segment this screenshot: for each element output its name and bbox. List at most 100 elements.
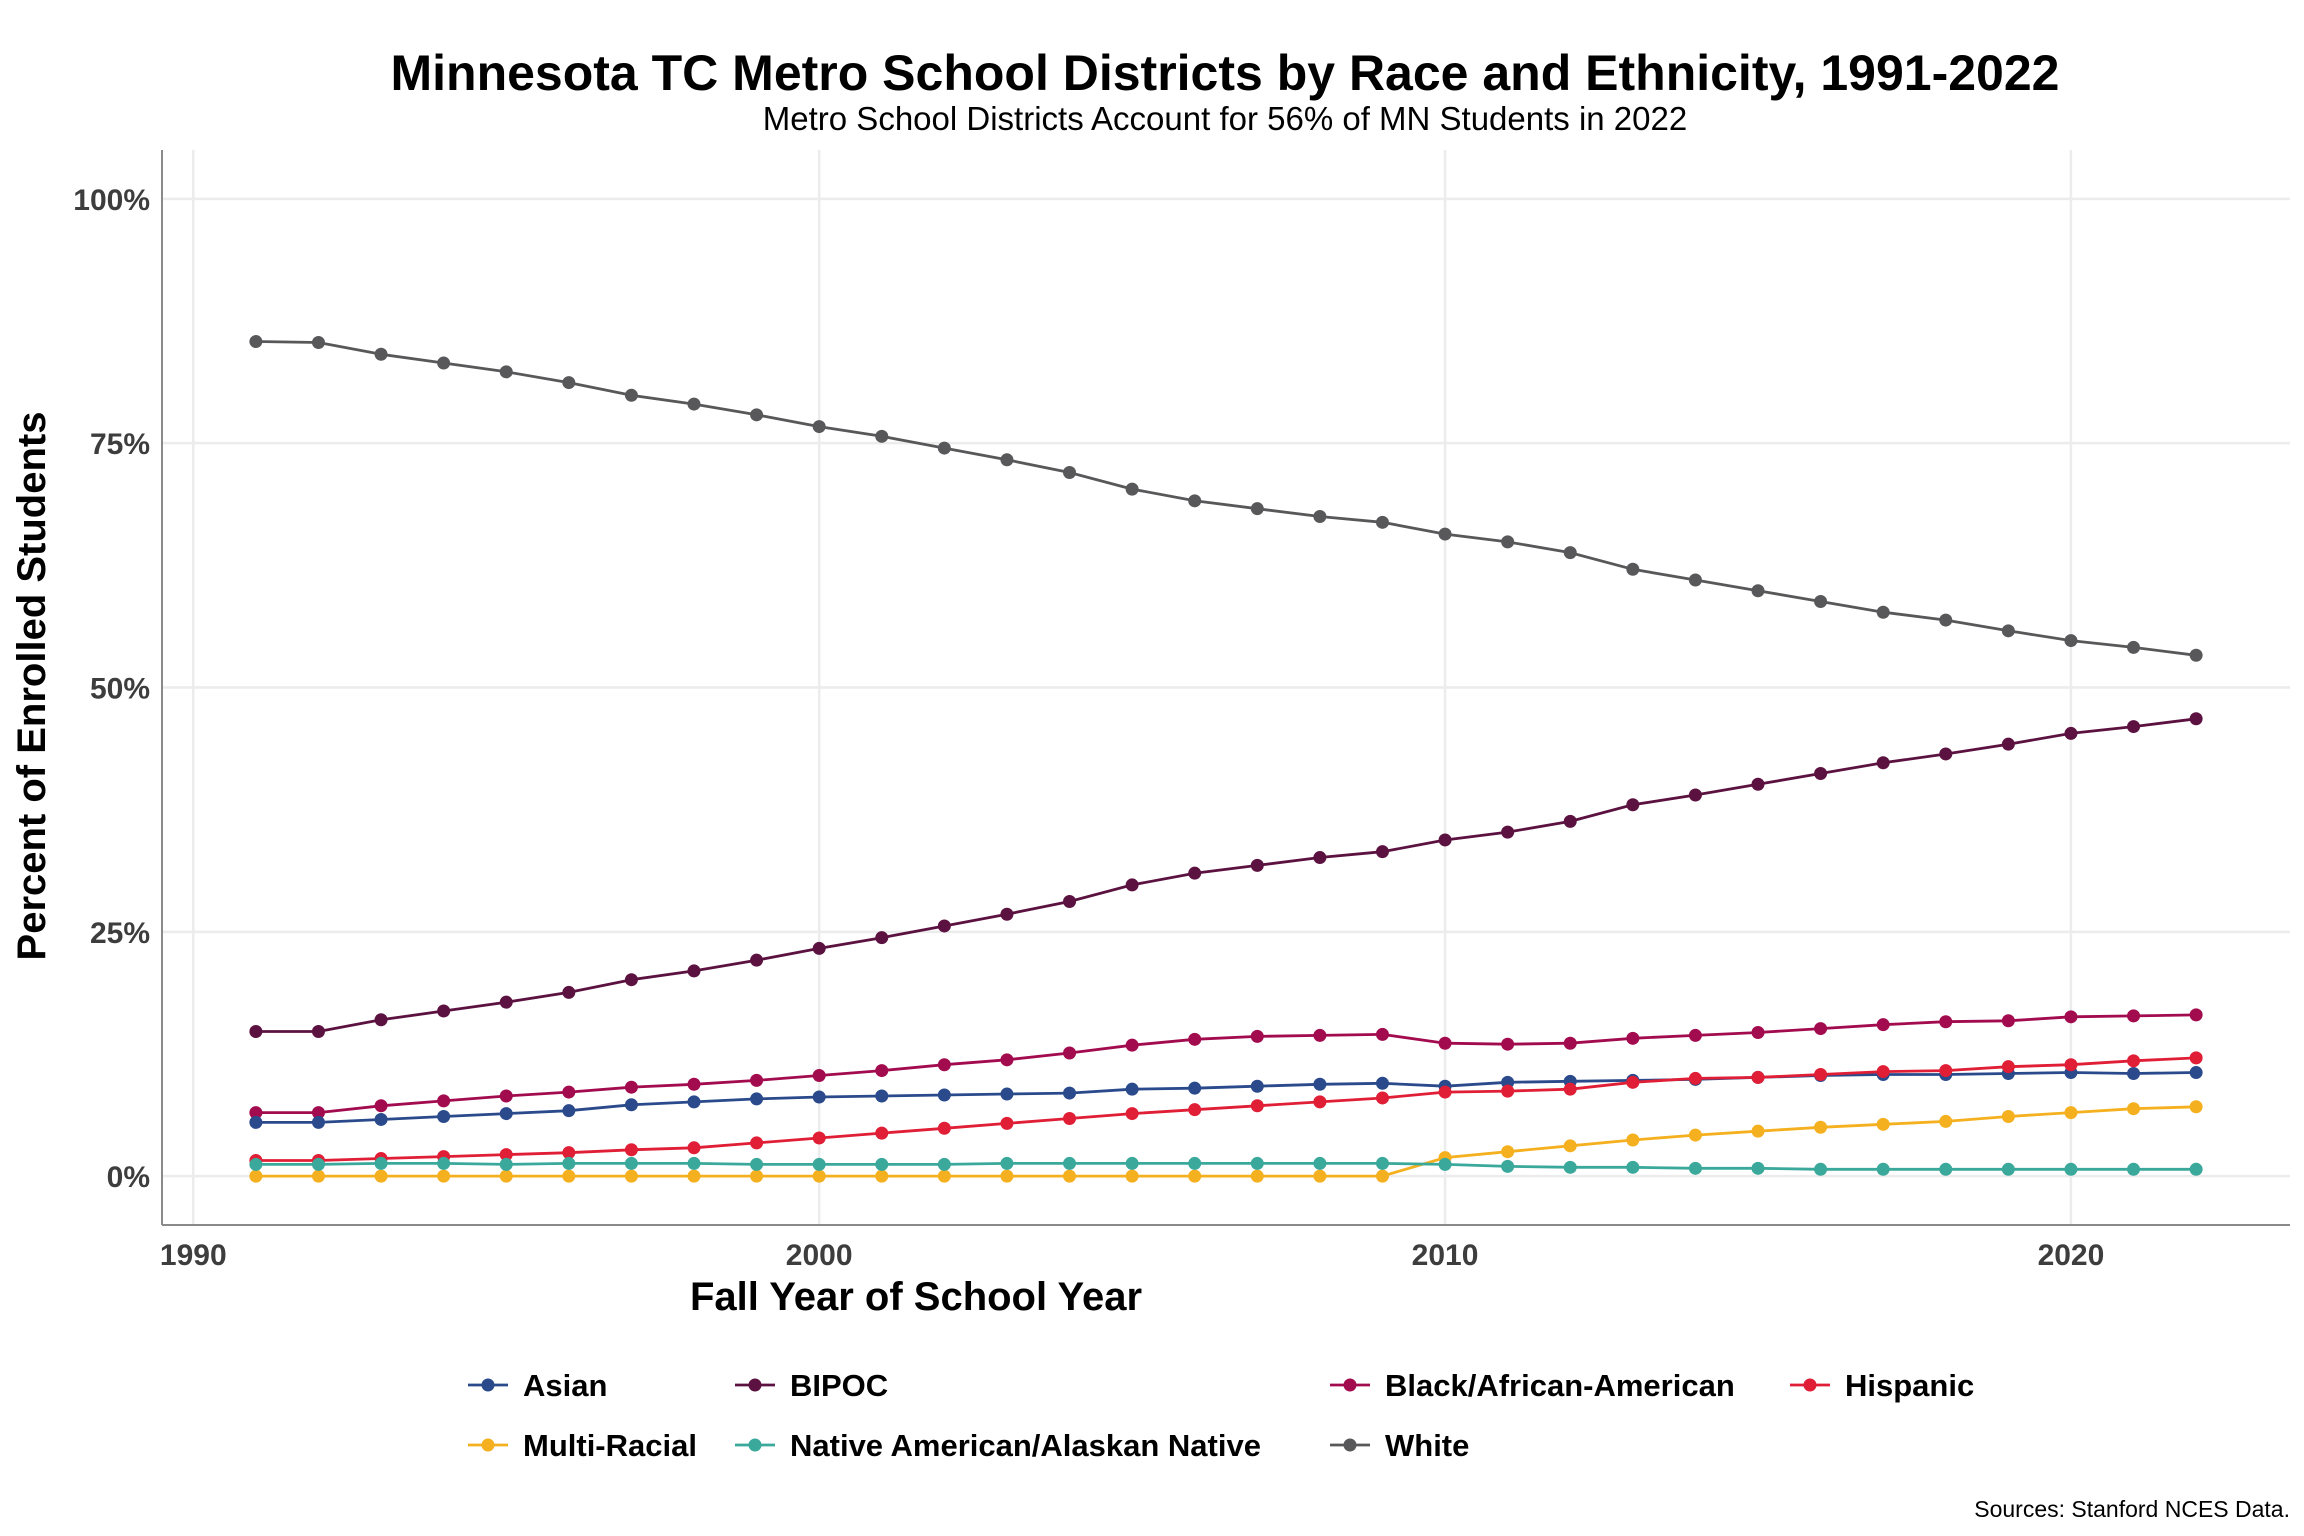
legend-swatch-point: [481, 1378, 495, 1392]
legend-item: BIPOC: [735, 1368, 888, 1403]
data-point: [1125, 1156, 1139, 1170]
data-point: [1563, 1036, 1577, 1050]
data-point: [624, 1098, 638, 1112]
data-point: [249, 1169, 263, 1183]
data-point: [1438, 1157, 1452, 1171]
data-point: [937, 1121, 951, 1135]
data-point: [1626, 1160, 1640, 1174]
data-point: [1626, 1031, 1640, 1045]
data-point: [875, 931, 889, 945]
data-point: [1125, 1082, 1139, 1096]
series-bipoc: [249, 712, 2203, 1038]
data-point: [2189, 712, 2203, 726]
data-point: [499, 1107, 513, 1121]
data-point: [1876, 756, 1890, 770]
data-point: [499, 365, 513, 379]
data-point: [2001, 1110, 2015, 1124]
data-point: [875, 1126, 889, 1140]
data-point: [1125, 1169, 1139, 1183]
data-point: [812, 1157, 826, 1171]
data-point: [311, 1115, 325, 1129]
data-point: [750, 1092, 764, 1106]
data-point: [1375, 1076, 1389, 1090]
data-point: [1000, 1169, 1014, 1183]
data-point: [562, 985, 576, 999]
data-point: [1688, 1161, 1702, 1175]
data-point: [1000, 1053, 1014, 1067]
series-black-african-american: [249, 1008, 2203, 1120]
series-asian: [249, 1066, 2203, 1129]
y-tick-label: 25%: [90, 917, 150, 950]
data-point: [624, 388, 638, 402]
legend-item: Multi-Racial: [468, 1428, 697, 1463]
x-axis-title: Fall Year of School Year: [690, 1275, 1142, 1319]
data-point: [1501, 1037, 1515, 1051]
data-point: [624, 1080, 638, 1094]
legend-label: Black/African-American: [1385, 1368, 1735, 1403]
data-point: [1688, 788, 1702, 802]
data-point: [374, 1156, 388, 1170]
data-point: [311, 1157, 325, 1171]
data-point: [1250, 1169, 1264, 1183]
data-point: [1250, 502, 1264, 516]
data-point: [750, 953, 764, 967]
data-point: [2189, 1162, 2203, 1176]
data-point: [812, 1131, 826, 1145]
data-point: [1939, 1114, 1953, 1128]
data-point: [875, 429, 889, 443]
data-point: [499, 1169, 513, 1183]
data-point: [1000, 1156, 1014, 1170]
data-point: [937, 919, 951, 933]
data-point: [1939, 1162, 1953, 1176]
y-tick-label: 100%: [73, 184, 150, 217]
legend-swatch-point: [1803, 1378, 1817, 1392]
data-point: [562, 1169, 576, 1183]
data-point: [562, 1085, 576, 1099]
data-point: [937, 1169, 951, 1183]
axes: [161, 150, 2290, 1226]
series-line: [255, 1071, 2197, 1124]
data-point: [562, 1156, 576, 1170]
legend-item: Black/African-American: [1330, 1368, 1735, 1403]
data-point: [1563, 1139, 1577, 1153]
data-point: [2189, 1066, 2203, 1080]
data-point: [687, 397, 701, 411]
data-point: [1125, 482, 1139, 496]
data-point: [1626, 1133, 1640, 1147]
data-point: [812, 1169, 826, 1183]
data-point: [1125, 1107, 1139, 1121]
data-point: [562, 1104, 576, 1118]
data-point: [2127, 1102, 2141, 1116]
data-point: [1751, 777, 1765, 791]
data-point: [875, 1089, 889, 1103]
data-point: [1501, 1145, 1515, 1159]
data-point: [2064, 1058, 2078, 1072]
data-point: [1313, 1077, 1327, 1091]
data-point: [2064, 1162, 2078, 1176]
data-point: [1250, 1079, 1264, 1093]
data-point: [750, 1136, 764, 1150]
data-point: [1188, 494, 1202, 508]
data-point: [1250, 1029, 1264, 1043]
series-white: [249, 335, 2203, 662]
series-layer: [249, 335, 2203, 1183]
data-point: [1626, 798, 1640, 812]
data-point: [687, 1095, 701, 1109]
data-point: [1000, 453, 1014, 467]
data-point: [1501, 1084, 1515, 1098]
data-point: [437, 356, 451, 370]
data-point: [750, 1169, 764, 1183]
data-point: [1438, 1085, 1452, 1099]
data-point: [1188, 866, 1202, 880]
series-multi-racial: [249, 1100, 2203, 1183]
data-point: [437, 1094, 451, 1108]
data-point: [1751, 1025, 1765, 1039]
y-tick-label: 50%: [90, 673, 150, 706]
legend-swatch-point: [1343, 1378, 1357, 1392]
data-point: [1814, 595, 1828, 608]
data-point: [374, 1169, 388, 1183]
data-point: [937, 1088, 951, 1102]
data-point: [1188, 1169, 1202, 1183]
x-tick-label: 2020: [2038, 1239, 2105, 1272]
